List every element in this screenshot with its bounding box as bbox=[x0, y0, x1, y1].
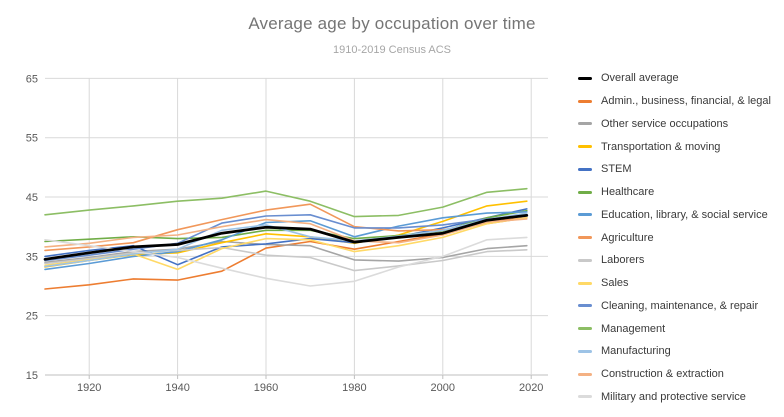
legend-label: Military and protective service bbox=[601, 390, 746, 403]
x-tick-label: 1940 bbox=[165, 382, 189, 394]
legend-swatch-icon bbox=[578, 281, 592, 285]
series-line-education-library-social-service[interactable] bbox=[44, 211, 528, 271]
y-tick-label: 35 bbox=[26, 251, 38, 263]
series-line-other-service-occupations[interactable] bbox=[44, 240, 528, 264]
legend-item-healthcare[interactable]: Healthcare bbox=[578, 181, 784, 204]
legend-label: Management bbox=[601, 322, 666, 335]
x-tick-label: 2020 bbox=[519, 382, 543, 394]
legend-item-overall-average[interactable]: Overall average bbox=[578, 67, 784, 90]
legend-item-laborers[interactable]: Laborers bbox=[578, 249, 784, 272]
y-tick-label: 15 bbox=[26, 370, 38, 382]
series-line-stem[interactable] bbox=[44, 208, 528, 266]
y-tick-label: 65 bbox=[26, 73, 38, 85]
legend-label: Admin., business, financial, & legal bbox=[601, 95, 771, 108]
legend-swatch-icon bbox=[578, 236, 592, 240]
legend-item-other-service-occupations[interactable]: Other service occupations bbox=[578, 113, 784, 136]
y-tick-label: 55 bbox=[26, 133, 38, 145]
legend-label: Overall average bbox=[601, 72, 679, 85]
legend-swatch-icon bbox=[578, 327, 592, 331]
legend-label: Other service occupations bbox=[601, 117, 729, 130]
legend-label: Construction & extraction bbox=[601, 368, 724, 381]
legend-item-transportation-moving[interactable]: Transportation & moving bbox=[578, 135, 784, 158]
legend-swatch-icon bbox=[578, 190, 592, 194]
legend-swatch-icon bbox=[578, 145, 592, 149]
legend-item-military-and-protective-service[interactable]: Military and protective service bbox=[578, 386, 784, 409]
y-tick-label: 45 bbox=[26, 192, 38, 204]
legend-item-agriculture[interactable]: Agriculture bbox=[578, 226, 784, 249]
legend-label: Healthcare bbox=[601, 186, 655, 199]
legend-label: Cleaning, maintenance, & repair bbox=[601, 299, 759, 312]
legend-swatch-icon bbox=[578, 167, 592, 171]
legend-label: Sales bbox=[601, 277, 629, 290]
series-line-laborers[interactable] bbox=[44, 246, 528, 272]
series-line-construction-extraction[interactable] bbox=[44, 218, 528, 248]
legend-swatch-icon bbox=[578, 99, 592, 103]
legend-item-sales[interactable]: Sales bbox=[578, 272, 784, 295]
legend-label: STEM bbox=[601, 163, 632, 176]
x-tick-label: 1980 bbox=[342, 382, 366, 394]
legend-label: Laborers bbox=[601, 254, 645, 267]
legend-item-manufacturing[interactable]: Manufacturing bbox=[578, 340, 784, 363]
series-line-military-and-protective-service[interactable] bbox=[44, 236, 528, 287]
legend-swatch-icon bbox=[578, 122, 592, 126]
legend-swatch-icon bbox=[578, 372, 592, 376]
series-line-manufacturing[interactable] bbox=[44, 212, 528, 268]
legend-item-cleaning-maintenance-repair[interactable]: Cleaning, maintenance, & repair bbox=[578, 295, 784, 318]
legend-swatch-icon bbox=[578, 76, 592, 80]
legend-label: Education, library, & social service bbox=[601, 208, 768, 221]
x-tick-label: 1960 bbox=[254, 382, 278, 394]
series-line-management[interactable] bbox=[44, 187, 528, 218]
legend-swatch-icon bbox=[578, 213, 592, 217]
legend-swatch-icon bbox=[578, 304, 592, 308]
legend-label: Transportation & moving bbox=[601, 140, 721, 153]
legend-item-education-library-social-service[interactable]: Education, library, & social service bbox=[578, 204, 784, 227]
legend-label: Manufacturing bbox=[601, 345, 671, 358]
legend-swatch-icon bbox=[578, 258, 592, 262]
x-tick-label: 1920 bbox=[77, 382, 101, 394]
series-line-overall-average[interactable] bbox=[43, 214, 529, 261]
x-tick-label: 2000 bbox=[431, 382, 455, 394]
legend-item-management[interactable]: Management bbox=[578, 317, 784, 340]
legend-item-admin-business-financial-legal[interactable]: Admin., business, financial, & legal bbox=[578, 90, 784, 113]
legend-item-stem[interactable]: STEM bbox=[578, 158, 784, 181]
chart-title: Average age by occupation over time bbox=[248, 14, 536, 33]
legend-swatch-icon bbox=[578, 395, 592, 399]
y-tick-label: 25 bbox=[26, 311, 38, 323]
legend-swatch-icon bbox=[578, 349, 592, 353]
legend-item-construction-extraction[interactable]: Construction & extraction bbox=[578, 363, 784, 386]
legend: Overall average Admin., business, financi… bbox=[578, 67, 784, 408]
chart-subtitle: 1910-2019 Census ACS bbox=[332, 44, 452, 56]
legend-label: Agriculture bbox=[601, 231, 654, 244]
